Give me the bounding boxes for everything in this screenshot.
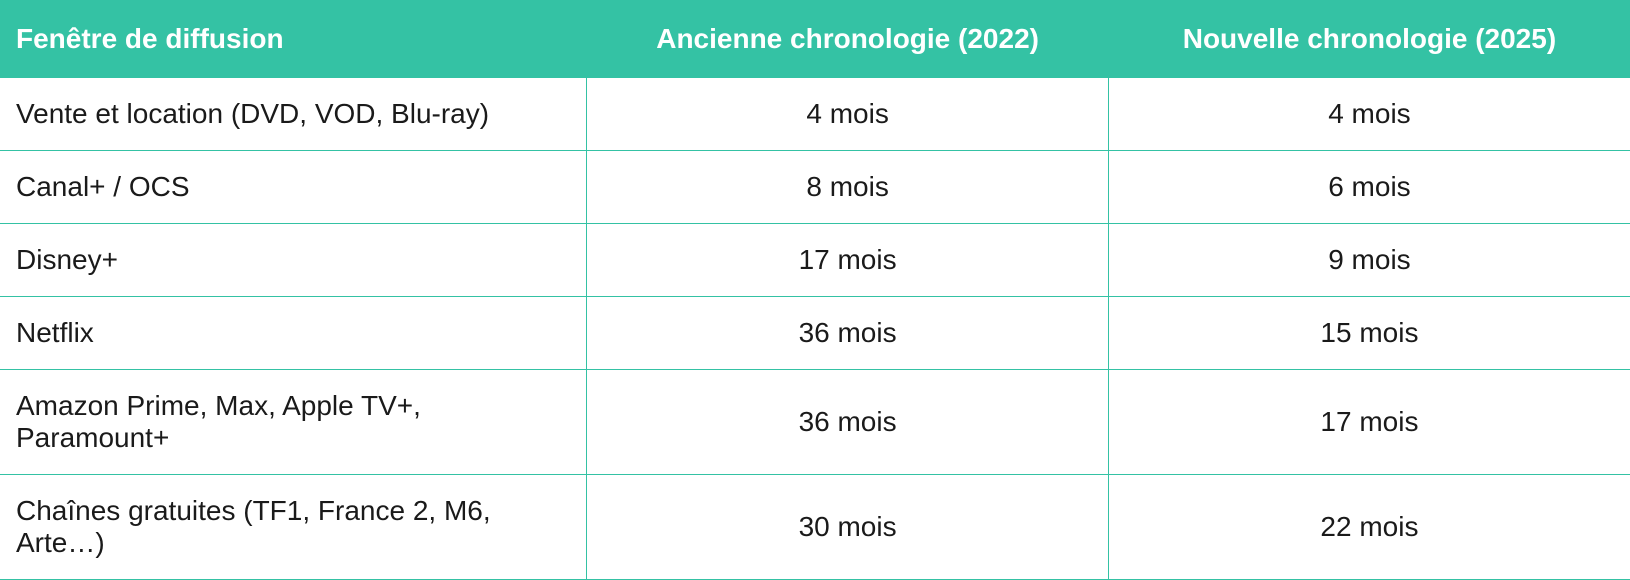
table-row: Chaînes gratuites (TF1, France 2, M6, Ar…: [0, 475, 1630, 580]
table-row: Vente et location (DVD, VOD, Blu-ray) 4 …: [0, 78, 1630, 151]
media-timeline-table: Fenêtre de diffusion Ancienne chronologi…: [0, 0, 1630, 580]
cell-old: 36 mois: [587, 297, 1109, 370]
table-body: Vente et location (DVD, VOD, Blu-ray) 4 …: [0, 78, 1630, 580]
cell-new: 17 mois: [1108, 370, 1630, 475]
table-header: Fenêtre de diffusion Ancienne chronologi…: [0, 1, 1630, 78]
cell-new: 15 mois: [1108, 297, 1630, 370]
cell-window: Disney+: [0, 224, 587, 297]
cell-old: 8 mois: [587, 151, 1109, 224]
cell-window: Vente et location (DVD, VOD, Blu-ray): [0, 78, 587, 151]
table-row: Canal+ / OCS 8 mois 6 mois: [0, 151, 1630, 224]
column-header-new-timeline: Nouvelle chronologie (2025): [1108, 1, 1630, 78]
cell-window: Chaînes gratuites (TF1, France 2, M6, Ar…: [0, 475, 587, 580]
cell-old: 30 mois: [587, 475, 1109, 580]
table-row: Netflix 36 mois 15 mois: [0, 297, 1630, 370]
cell-window: Netflix: [0, 297, 587, 370]
table-row: Amazon Prime, Max, Apple TV+, Paramount+…: [0, 370, 1630, 475]
cell-new: 22 mois: [1108, 475, 1630, 580]
cell-new: 9 mois: [1108, 224, 1630, 297]
cell-new: 6 mois: [1108, 151, 1630, 224]
cell-old: 4 mois: [587, 78, 1109, 151]
cell-window: Canal+ / OCS: [0, 151, 587, 224]
cell-window: Amazon Prime, Max, Apple TV+, Paramount+: [0, 370, 587, 475]
cell-old: 17 mois: [587, 224, 1109, 297]
column-header-window: Fenêtre de diffusion: [0, 1, 587, 78]
cell-old: 36 mois: [587, 370, 1109, 475]
header-row: Fenêtre de diffusion Ancienne chronologi…: [0, 1, 1630, 78]
column-header-old-timeline: Ancienne chronologie (2022): [587, 1, 1109, 78]
cell-new: 4 mois: [1108, 78, 1630, 151]
table-row: Disney+ 17 mois 9 mois: [0, 224, 1630, 297]
